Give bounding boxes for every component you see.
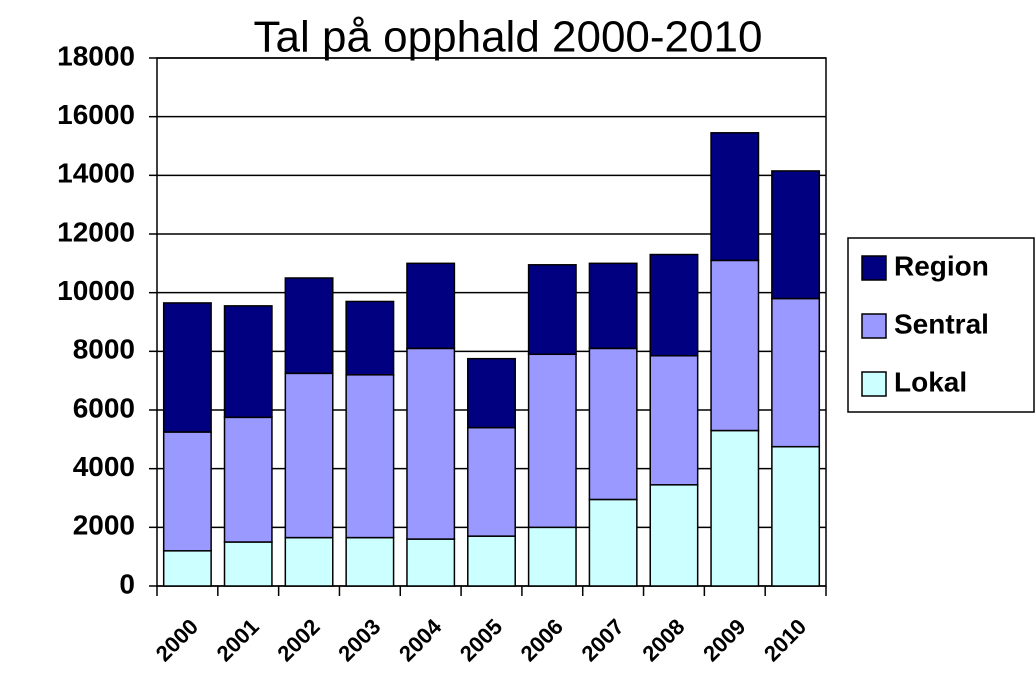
x-tick-label: 2008 — [637, 614, 689, 666]
y-tick-label: 12000 — [57, 216, 135, 247]
x-tick-label: 2002 — [272, 614, 324, 666]
legend-label: Sentral — [894, 308, 989, 339]
y-tick-label: 18000 — [57, 40, 135, 71]
bar — [223, 541, 273, 587]
x-tick-label: 2010 — [759, 614, 811, 666]
x-tick-label: 2007 — [576, 614, 628, 666]
y-tick-label: 16000 — [57, 99, 135, 130]
bar — [284, 536, 334, 587]
bar — [771, 297, 821, 448]
bar — [162, 550, 212, 587]
bar — [710, 259, 760, 432]
y-tick-label: 10000 — [57, 275, 135, 306]
bar — [162, 302, 212, 433]
x-tick-label: 2003 — [333, 614, 385, 666]
legend-swatch — [861, 313, 887, 339]
y-tick-label: 8000 — [73, 334, 135, 365]
bar — [467, 426, 516, 537]
bar — [223, 416, 273, 543]
bar — [710, 132, 760, 262]
bar — [284, 277, 334, 375]
legend-label: Region — [894, 250, 989, 281]
bar — [588, 347, 638, 501]
bar — [771, 170, 821, 300]
legend-swatch — [861, 371, 887, 397]
bar — [527, 526, 577, 587]
y-tick-label: 0 — [119, 568, 135, 599]
y-tick-label: 14000 — [57, 158, 135, 189]
bar — [345, 536, 395, 587]
bar — [406, 262, 456, 350]
bar — [345, 374, 395, 539]
bar — [406, 347, 456, 540]
y-tick-label: 6000 — [73, 392, 135, 423]
bar — [588, 262, 638, 350]
bar — [467, 535, 516, 587]
x-tick-label: 2001 — [212, 614, 264, 666]
bar — [162, 431, 212, 552]
bar — [467, 357, 516, 429]
bar — [406, 538, 456, 587]
bar — [527, 264, 577, 356]
x-tick-label: 2004 — [394, 613, 447, 666]
y-tick-label: 4000 — [73, 451, 135, 482]
legend-label: Lokal — [894, 366, 967, 397]
bar — [649, 354, 699, 486]
legend-swatch — [861, 255, 887, 281]
bar — [649, 253, 699, 357]
bar — [527, 353, 577, 529]
x-tick-label: 2000 — [151, 614, 203, 666]
x-tick-label: 2006 — [516, 614, 568, 666]
bar — [771, 445, 821, 587]
x-tick-label: 2009 — [698, 614, 750, 666]
chart-title: Tal på opphald 2000-2010 — [254, 13, 763, 62]
y-tick-label: 2000 — [73, 510, 135, 541]
bar — [588, 498, 638, 587]
bar — [649, 484, 699, 587]
bar — [284, 372, 334, 539]
bar — [710, 429, 760, 587]
bar — [223, 305, 273, 419]
bar — [345, 300, 395, 376]
x-tick-label: 2005 — [455, 614, 507, 666]
